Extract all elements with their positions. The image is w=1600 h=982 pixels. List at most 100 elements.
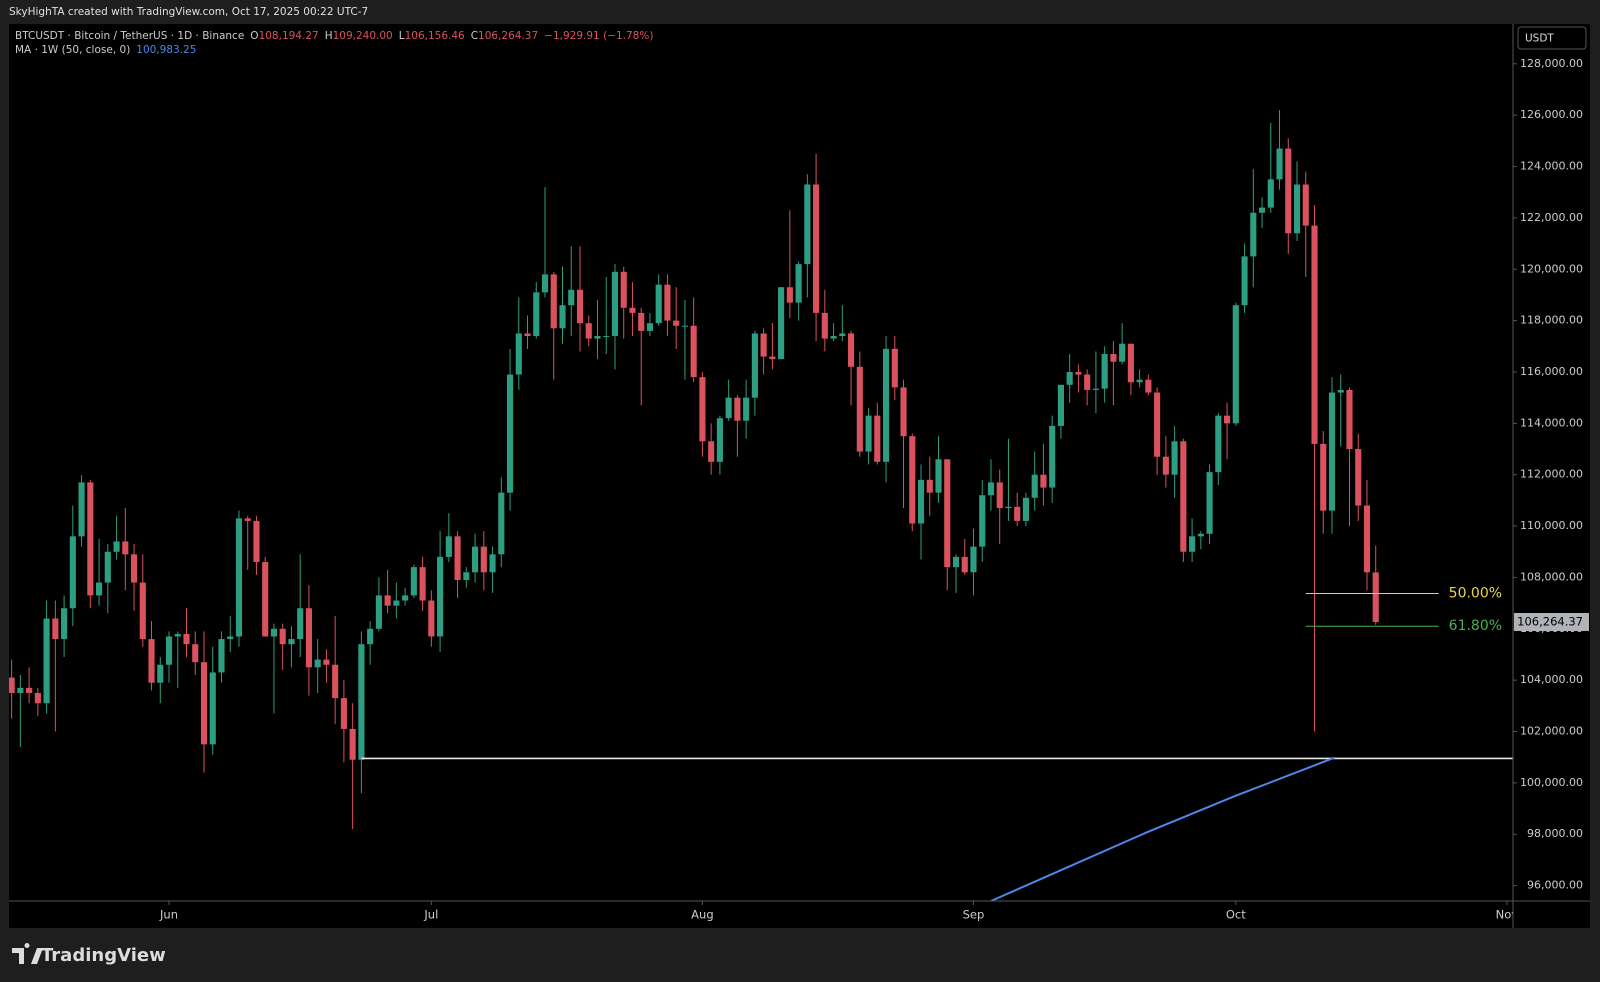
candle-body xyxy=(594,336,601,339)
candle-body xyxy=(620,271,627,308)
candle-body xyxy=(393,600,400,606)
candle-body xyxy=(1101,353,1108,389)
candle-body xyxy=(935,459,942,493)
candle-body xyxy=(270,628,278,637)
candle-body xyxy=(603,336,610,338)
candle-body xyxy=(664,284,671,321)
x-tick-label: Oct xyxy=(1226,908,1246,922)
candle-body xyxy=(34,692,41,704)
fib-label: 61.80% xyxy=(1449,618,1502,634)
candle-body xyxy=(559,305,566,329)
price-axis-panel xyxy=(1513,24,1590,928)
candle-body xyxy=(9,677,15,693)
candle-body xyxy=(445,536,452,557)
candle-body xyxy=(708,441,715,462)
candle-body xyxy=(52,618,59,640)
candle-body xyxy=(1293,184,1301,234)
candle-body xyxy=(987,482,995,496)
candle-body xyxy=(804,184,811,265)
candle-body xyxy=(244,518,251,521)
legend-line: MA · 1W (50, close, 0) 100,983.25 xyxy=(15,44,196,56)
candle-body xyxy=(157,664,164,683)
candle-body xyxy=(725,397,732,419)
y-tick-label: 104,000.00 xyxy=(1520,673,1583,686)
candle-body xyxy=(944,459,951,568)
candle-body xyxy=(402,595,409,601)
legend-value: 109,240.00 xyxy=(333,30,393,42)
x-tick-label: Jun xyxy=(159,908,178,922)
candle-body xyxy=(454,536,461,580)
candle-body xyxy=(699,377,706,442)
candle-body xyxy=(358,644,365,760)
y-tick-label: 114,000.00 xyxy=(1520,416,1583,429)
candle-body xyxy=(218,639,225,673)
candle-body xyxy=(506,374,514,493)
candle-body xyxy=(17,687,24,693)
candle-body xyxy=(1302,184,1309,226)
candle-body xyxy=(952,556,960,568)
logo: TradingView xyxy=(12,943,166,966)
candle-body xyxy=(323,659,330,665)
candle-body xyxy=(1189,536,1196,552)
candle-body xyxy=(1092,388,1099,390)
candle-body xyxy=(1014,506,1021,521)
candle-body xyxy=(209,672,216,745)
legend-key: H xyxy=(325,30,333,42)
candle-body xyxy=(970,546,977,573)
candle-body xyxy=(472,546,479,573)
y-tick-label: 100,000.00 xyxy=(1520,776,1583,789)
candle-body xyxy=(673,320,680,326)
candle-body xyxy=(839,333,846,337)
legend-value: 106,264.37 xyxy=(478,30,538,42)
candle-body xyxy=(139,582,146,640)
candle-body xyxy=(367,628,374,645)
candle-body xyxy=(655,284,662,324)
candle-body xyxy=(926,479,933,493)
candle-body xyxy=(1267,179,1274,208)
candle-body xyxy=(1145,379,1152,393)
candle-body xyxy=(638,312,645,331)
candle-body xyxy=(253,520,260,563)
candle-body xyxy=(200,662,208,745)
last-price-box xyxy=(1514,612,1589,631)
candle-body xyxy=(716,418,723,462)
candle-body xyxy=(122,541,129,555)
candle-body xyxy=(1258,207,1266,213)
candle-body xyxy=(1075,371,1082,375)
currency: USDT xyxy=(1525,33,1554,45)
candle-body xyxy=(611,271,619,337)
candle-body xyxy=(1127,343,1134,383)
y-tick-label: 128,000.00 xyxy=(1520,57,1583,70)
candle-body xyxy=(1241,256,1248,306)
candle-body xyxy=(1285,148,1292,234)
candle-body xyxy=(183,633,190,645)
candle-body xyxy=(813,184,820,313)
candle-body xyxy=(891,348,898,388)
legend-line: BTCUSDT · Bitcoin / TetherUS · 1D · Bina… xyxy=(15,30,653,42)
candle-body xyxy=(795,264,802,303)
candle-body xyxy=(585,323,592,339)
candle-body xyxy=(332,664,339,699)
candle-body xyxy=(541,274,549,293)
x-tick-label: Aug xyxy=(691,908,713,922)
candle-body xyxy=(1154,392,1161,457)
candle-body xyxy=(769,356,776,360)
candle-body xyxy=(1250,212,1257,257)
candle-body xyxy=(734,397,741,421)
y-tick-label: 118,000.00 xyxy=(1520,314,1583,327)
legend-value: 106,156.46 xyxy=(405,30,465,42)
candle-body xyxy=(1215,415,1222,473)
candle-body xyxy=(419,567,426,601)
y-tick-label: 116,000.00 xyxy=(1520,365,1583,378)
candle-body xyxy=(515,333,522,375)
candle-body xyxy=(646,323,654,331)
candle-body xyxy=(1363,505,1371,573)
candle-body xyxy=(1206,472,1213,534)
candle-body xyxy=(996,482,1003,509)
candle-body xyxy=(865,415,872,452)
candle-body xyxy=(1162,456,1169,475)
candle-body xyxy=(489,554,496,573)
candle-body xyxy=(1136,379,1143,383)
candle-body xyxy=(821,312,828,339)
candle-body xyxy=(174,633,181,637)
